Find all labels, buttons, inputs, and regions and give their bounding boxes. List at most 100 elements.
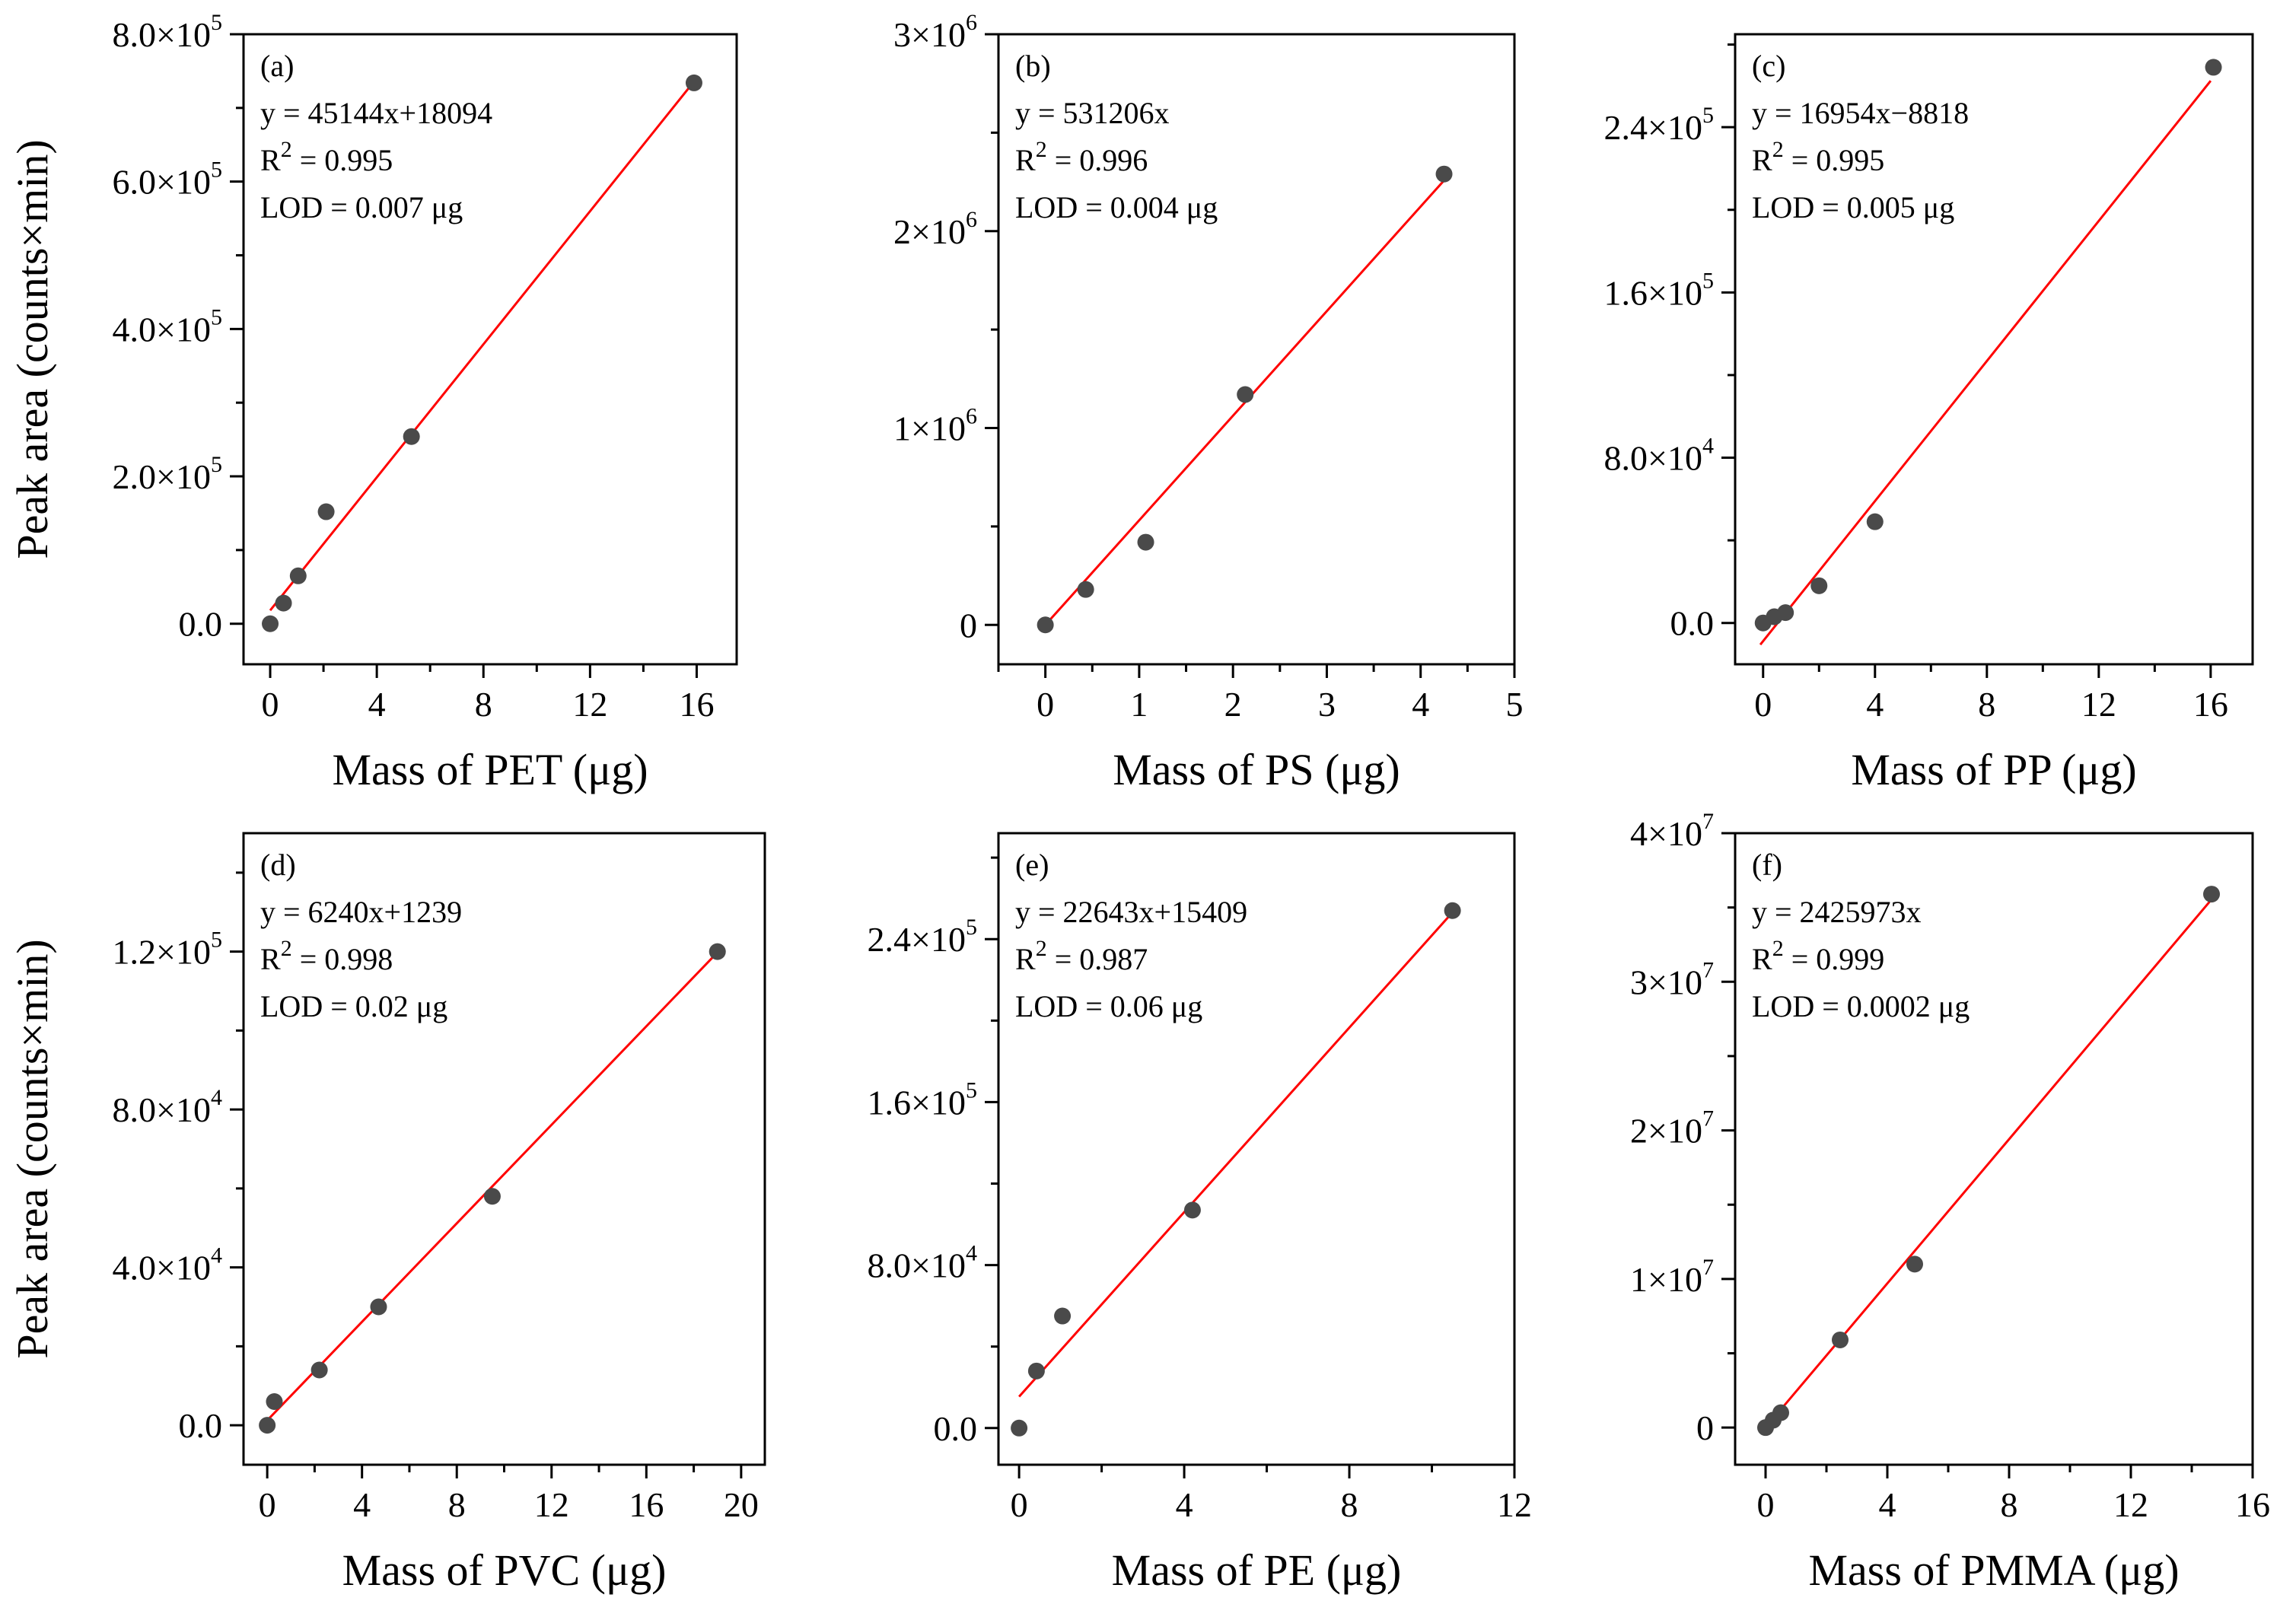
fit-equation: y = 2425973x xyxy=(1752,895,1922,929)
data-point xyxy=(317,503,335,520)
data-point xyxy=(403,428,420,445)
lod-value: LOD = 0.02 μg xyxy=(260,989,447,1023)
x-axis-title: Mass of PET (μg) xyxy=(332,745,648,794)
panel-label: (c) xyxy=(1752,49,1785,83)
r-squared: R2 = 0.987 xyxy=(1015,936,1148,976)
y-tick-label: 4.0×104 xyxy=(113,1243,222,1287)
data-point xyxy=(1027,1362,1045,1380)
plot-frame xyxy=(997,832,1516,1466)
y-tick-label: 3×107 xyxy=(1630,957,1714,1001)
x-axis-title: Mass of PVC (μg) xyxy=(342,1545,667,1595)
x-tick-label: 12 xyxy=(2081,685,2116,724)
chart-panel-a: 0 4 8 12 16 0.0 2.0×105 4.0×105 6.0×105 8.0×105 (a… xyxy=(8,10,738,794)
y-tick-label: 1.6×105 xyxy=(1604,268,1714,312)
x-tick-label: 0 xyxy=(1037,685,1054,724)
y-tick-label: 2×106 xyxy=(893,207,977,251)
x-tick-label: 1 xyxy=(1130,685,1148,724)
x-axis-title: Mass of PS (μg) xyxy=(1113,745,1400,794)
x-tick-label: 12 xyxy=(534,1485,569,1524)
y-tick-label: 1.6×105 xyxy=(868,1077,977,1122)
x-tick-label: 0 xyxy=(259,1485,276,1524)
data-point xyxy=(1011,1419,1028,1437)
data-point xyxy=(1906,1255,1923,1273)
fit-line xyxy=(266,951,718,1421)
panel-label: (d) xyxy=(260,848,296,882)
x-tick-label: 12 xyxy=(2113,1485,2148,1524)
panel-label: (b) xyxy=(1015,49,1051,83)
x-tick-label: 8 xyxy=(1341,1485,1358,1524)
x-tick-label: 12 xyxy=(572,685,607,724)
y-axis-title: Peak area (counts×min) xyxy=(8,939,57,1358)
data-point xyxy=(1054,1307,1072,1325)
x-tick-label: 4 xyxy=(1866,685,1884,724)
x-tick-label: 8 xyxy=(448,1485,466,1524)
fit-line xyxy=(1018,911,1454,1398)
data-point xyxy=(1037,616,1054,634)
y-tick-label: 1×106 xyxy=(893,404,977,448)
r-squared: R2 = 0.999 xyxy=(1752,936,1884,976)
x-tick-label: 0 xyxy=(1011,1485,1028,1524)
data-point xyxy=(1183,1201,1201,1219)
fit-line xyxy=(1759,80,2212,646)
r-squared: R2 = 0.996 xyxy=(1015,137,1148,177)
y-tick-label: 0.0 xyxy=(1670,604,1715,643)
data-point xyxy=(266,1393,283,1410)
x-axis-title: Mass of PMMA (μg) xyxy=(1808,1545,2179,1595)
y-tick-label: 8.0×104 xyxy=(868,1241,977,1285)
y-tick-label: 4.0×105 xyxy=(113,304,222,348)
data-point xyxy=(262,615,279,632)
y-tick-label: 3×106 xyxy=(893,10,977,54)
chart-panel-d: 0 4 8 12 16 20 0.0 4.0×104 8.0×104 1.2×105 (d) y = … xyxy=(8,832,766,1595)
data-point xyxy=(1137,533,1154,551)
data-point xyxy=(709,943,726,960)
plot-frame xyxy=(1734,33,2254,666)
fit-equation: y = 531206x xyxy=(1015,96,1170,130)
panel-label: (e) xyxy=(1015,848,1049,882)
y-tick-label: 6.0×105 xyxy=(113,158,222,202)
data-point xyxy=(1777,604,1794,622)
x-tick-label: 4 xyxy=(1879,1485,1896,1524)
y-tick-label: 8.0×104 xyxy=(113,1085,222,1129)
chart-panel-b: 0 1 2 3 4 5 0 1×106 2×106 3×106 (b) y = 531206x R2 =… xyxy=(893,10,1523,794)
fit-equation: y = 22643x+15409 xyxy=(1015,895,1247,929)
fit-equation: y = 6240x+1239 xyxy=(260,895,462,929)
fit-line xyxy=(269,81,696,612)
fit-equation: y = 16954x−8818 xyxy=(1752,96,1969,130)
y-tick-label: 2.4×105 xyxy=(868,915,977,959)
x-tick-label: 16 xyxy=(2193,685,2228,724)
r-squared: R2 = 0.995 xyxy=(1752,137,1884,177)
x-tick-label: 8 xyxy=(1978,685,1995,724)
lod-value: LOD = 0.004 μg xyxy=(1015,190,1218,224)
y-tick-label: 8.0×105 xyxy=(113,10,222,54)
data-point xyxy=(685,74,702,91)
panel-label: (f) xyxy=(1752,848,1782,882)
x-tick-label: 5 xyxy=(1506,685,1524,724)
data-point xyxy=(289,567,307,584)
x-tick-label: 2 xyxy=(1224,685,1242,724)
lod-value: LOD = 0.005 μg xyxy=(1752,190,1954,224)
data-point xyxy=(275,594,292,612)
data-point xyxy=(370,1298,387,1316)
data-point xyxy=(1444,902,1461,919)
panel-label: (a) xyxy=(260,49,294,83)
chart-panel-c: 0 4 8 12 16 0.0 8.0×104 1.6×105 2.4×105 (c) y = 16… xyxy=(1604,33,2254,794)
y-tick-label: 0.0 xyxy=(179,1406,223,1445)
data-point xyxy=(1772,1404,1789,1421)
y-tick-label: 0 xyxy=(960,606,977,644)
x-axis-title: Mass of PP (μg) xyxy=(1851,745,2136,794)
fit-equation: y = 45144x+18094 xyxy=(260,96,492,130)
x-tick-label: 4 xyxy=(353,1485,371,1524)
x-tick-label: 4 xyxy=(1176,1485,1193,1524)
y-tick-label: 8.0×104 xyxy=(1604,434,1714,478)
x-tick-label: 8 xyxy=(2001,1485,2018,1524)
x-tick-label: 3 xyxy=(1318,685,1336,724)
lod-value: LOD = 0.007 μg xyxy=(260,190,463,224)
x-axis-title: Mass of PE (μg) xyxy=(1112,1545,1402,1595)
r-squared: R2 = 0.998 xyxy=(260,936,393,976)
y-tick-label: 0.0 xyxy=(934,1409,978,1448)
data-point xyxy=(310,1361,328,1379)
y-axis-title: Peak area (counts×min) xyxy=(8,139,57,559)
chart-panel-f: 0 4 8 12 16 0 1×107 2×107 3×107 4×107 (f) y = 24259… xyxy=(1630,809,2270,1595)
data-point xyxy=(1237,386,1254,403)
lod-value: LOD = 0.0002 μg xyxy=(1752,989,1970,1023)
